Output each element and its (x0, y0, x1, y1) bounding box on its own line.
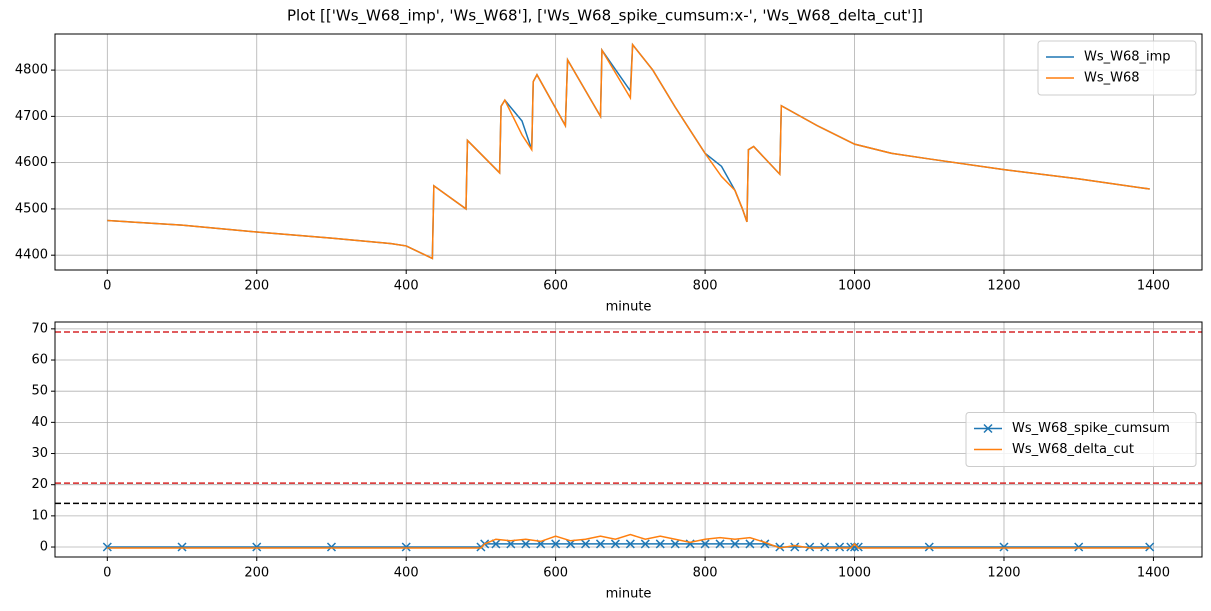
marker (805, 542, 815, 552)
x-tick-label: 1400 (1137, 279, 1170, 294)
marker (625, 539, 635, 549)
marker (745, 539, 755, 549)
marker (640, 539, 650, 549)
axes-frame (54, 33, 1203, 271)
series-line (107, 42, 1150, 260)
marker (999, 542, 1009, 552)
legend-label: Ws_W68 (1084, 71, 1140, 86)
x-tick-label: 800 (693, 566, 718, 581)
x-tick-label: 0 (103, 279, 111, 294)
y-tick-label: 4600 (15, 155, 48, 170)
y-tick-label: 4800 (15, 63, 48, 78)
x-tick-label: 1200 (987, 279, 1020, 294)
marker (775, 542, 785, 552)
marker (790, 542, 800, 552)
marker (401, 542, 411, 552)
legend-label: Ws_W68_delta_cut (1012, 442, 1134, 457)
y-tick-label: 30 (31, 446, 48, 461)
y-tick-label: 0 (40, 540, 48, 555)
axes-frame (54, 321, 1203, 558)
y-tick-label: 20 (31, 477, 48, 492)
marker (551, 539, 561, 549)
x-tick-label: 1000 (838, 566, 871, 581)
y-tick-label: 10 (31, 508, 48, 523)
x-tick-label: 800 (693, 279, 718, 294)
x-tick-label: 200 (244, 566, 269, 581)
x-tick-label: 1000 (838, 279, 871, 294)
legend-label: Ws_W68_imp (1084, 50, 1171, 65)
marker (850, 542, 860, 552)
x-axis-label: minute (606, 300, 652, 315)
marker (924, 542, 934, 552)
y-tick-label: 70 (31, 321, 48, 336)
legend-box (1037, 40, 1197, 96)
x-axis-label: minute (606, 587, 652, 602)
marker (252, 542, 262, 552)
y-tick-label: 40 (31, 415, 48, 430)
marker (700, 539, 710, 549)
x-tick-label: 400 (394, 279, 419, 294)
x-tick-label: 400 (394, 566, 419, 581)
y-tick-label: 50 (31, 384, 48, 399)
legend-label: Ws_W68_spike_cumsum (1012, 421, 1170, 436)
x-tick-label: 600 (543, 279, 568, 294)
y-tick-label: 4500 (15, 201, 48, 216)
marker (730, 539, 740, 549)
series-line (107, 533, 1150, 549)
marker (610, 539, 620, 549)
marker (1145, 542, 1155, 552)
marker (670, 539, 680, 549)
marker (102, 542, 112, 552)
marker (655, 539, 665, 549)
plot-area (107, 42, 1150, 260)
marker (595, 539, 606, 549)
marker (835, 542, 845, 552)
legend-box (965, 412, 1197, 467)
marker (581, 539, 591, 549)
marker (491, 539, 501, 549)
y-tick-label: 60 (31, 353, 48, 368)
legend-marker (983, 423, 993, 434)
plot-area (55, 331, 1202, 552)
x-tick-label: 1200 (987, 566, 1020, 581)
marker (326, 542, 337, 552)
x-tick-label: 1400 (1137, 566, 1170, 581)
x-tick-label: 200 (244, 279, 269, 294)
marker (1074, 542, 1084, 552)
x-tick-label: 600 (543, 566, 568, 581)
y-tick-label: 4700 (15, 109, 48, 124)
y-tick-label: 4400 (15, 248, 48, 263)
figure-title: Plot [['Ws_W68_imp', 'Ws_W68'], ['Ws_W68… (287, 7, 923, 26)
marker (820, 542, 830, 552)
marker (521, 539, 531, 549)
x-tick-label: 0 (103, 566, 111, 581)
marker (715, 539, 725, 549)
marker (177, 542, 187, 552)
